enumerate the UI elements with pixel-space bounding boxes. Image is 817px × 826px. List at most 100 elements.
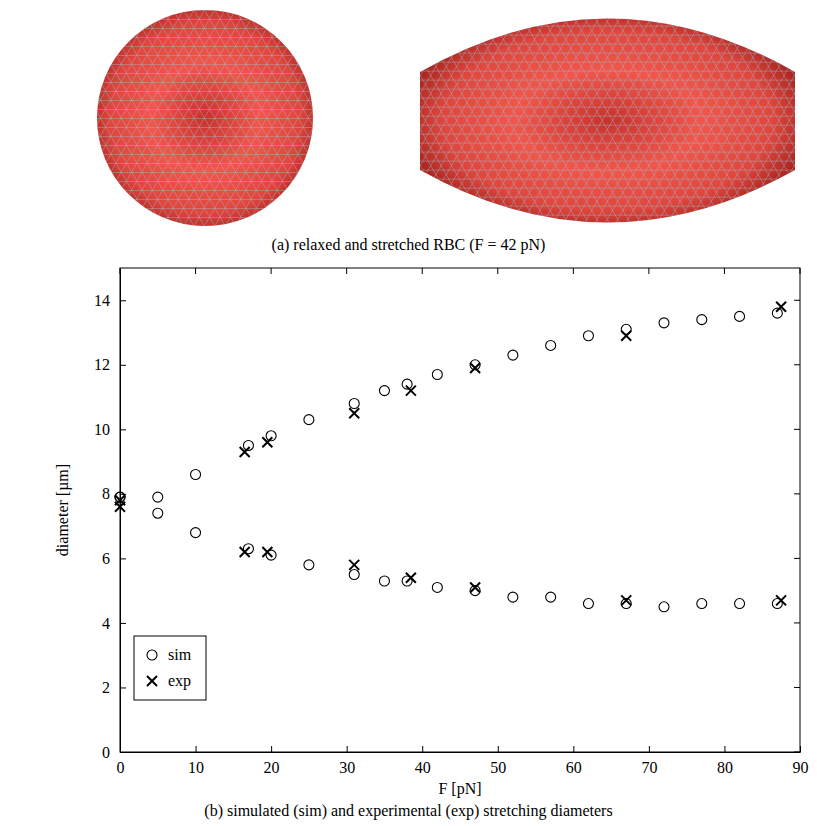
mesh-line [180, 323, 817, 324]
point [776, 595, 786, 605]
mesh-line [180, 449, 817, 450]
mesh-line [180, 62, 817, 63]
mesh-line [180, 539, 817, 540]
mesh-line [250, 0, 677, 407]
mesh-line [0, 19, 510, 20]
mesh-line [180, 296, 817, 297]
tick-mark [196, 746, 197, 752]
mesh-line [180, 458, 817, 459]
mesh-line [21, 0, 326, 364]
mesh-line [312, 0, 739, 443]
point [508, 350, 518, 360]
mesh-line [717, 0, 817, 304]
mesh-line [55, 0, 482, 686]
mesh-line [281, 0, 708, 425]
mesh-line [156, 0, 583, 628]
tick-mark [347, 746, 348, 752]
axis-line [121, 752, 801, 753]
tick: 80 [717, 746, 733, 776]
point [349, 570, 359, 580]
mesh-line [114, 0, 419, 347]
mesh-line [99, 0, 404, 356]
mesh-line [180, 107, 817, 108]
mesh-line [0, 208, 510, 209]
tick-label: 0 [117, 759, 125, 776]
mesh-line [180, 287, 817, 288]
tick-mark [120, 365, 126, 366]
point [432, 369, 442, 379]
point [153, 508, 163, 518]
figure: (a) relaxed and stretched RBC (F = 42 pN… [0, 0, 817, 826]
mesh-line [180, 44, 817, 45]
mesh-line [265, 0, 692, 416]
mesh-line [179, 0, 606, 614]
mesh-line [180, 71, 817, 72]
mesh-line [156, 0, 583, 353]
mesh-line [164, 0, 591, 358]
mesh [31, 0, 817, 704]
mesh-line [180, 116, 817, 117]
mesh-line [234, 0, 661, 398]
point [659, 318, 669, 328]
mesh-line [180, 125, 817, 126]
mesh-line [78, 0, 505, 308]
point [349, 408, 359, 418]
mesh-line [117, 0, 544, 331]
tick-mark [120, 268, 121, 274]
tick-label: 80 [717, 759, 733, 776]
point [349, 399, 359, 409]
mesh-line [13, 0, 318, 360]
mesh-line [694, 0, 817, 664]
mesh-line [180, 386, 817, 387]
mesh-line [670, 0, 817, 650]
mesh-line [522, 0, 817, 416]
mesh-line [0, 361, 510, 362]
tick: 14 [94, 292, 126, 309]
mesh-line [0, 28, 510, 29]
point [262, 547, 272, 557]
mesh-line [304, 0, 731, 542]
tick-label: 12 [94, 356, 110, 373]
mesh-line [172, 0, 599, 362]
tick: 40 [415, 746, 431, 776]
tick: 10 [94, 421, 126, 438]
mesh-line [180, 467, 817, 468]
mesh-line [180, 395, 817, 396]
point [508, 592, 518, 602]
tick-mark [195, 268, 196, 274]
mesh-line [180, 431, 817, 432]
mesh-line [452, 0, 817, 524]
mesh-line [0, 271, 510, 272]
tick-mark [346, 268, 347, 274]
mesh-line [180, 179, 817, 180]
mesh-line [62, 0, 489, 299]
mesh-line [0, 0, 295, 346]
legend-label: sim [168, 646, 192, 663]
mesh-line [444, 0, 817, 461]
mesh-line [133, 0, 560, 340]
mesh-line [569, 0, 817, 389]
point [546, 592, 556, 602]
mesh-line [0, 0, 248, 319]
mesh-line [67, 0, 372, 391]
mesh-line [187, 0, 614, 371]
tick-mark [498, 746, 499, 752]
mesh-line [180, 377, 817, 378]
tick-mark [649, 746, 650, 752]
mesh-line [273, 0, 700, 560]
mesh-line [273, 0, 700, 421]
mesh-line [0, 0, 100, 234]
mesh-line [180, 305, 817, 306]
mesh-line [468, 0, 817, 448]
mesh-line [0, 280, 510, 281]
mesh-line [101, 0, 528, 322]
mesh-line [36, 0, 341, 392]
mesh-line [546, 0, 817, 578]
mesh-line [0, 307, 510, 308]
mesh-line [211, 0, 638, 385]
mesh-line [0, 0, 162, 270]
mesh-line [756, 0, 817, 281]
mesh-line [553, 0, 817, 398]
mesh-line [444, 0, 817, 520]
mesh-line [764, 0, 817, 704]
